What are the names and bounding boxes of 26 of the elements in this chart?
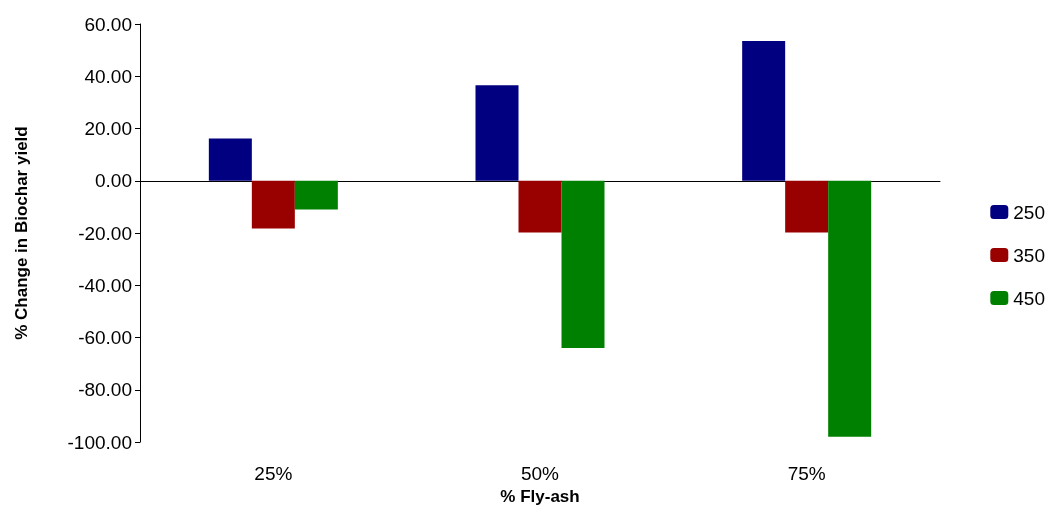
y-tick-label: -20.00 (78, 222, 132, 244)
y-tick-label: -80.00 (78, 379, 132, 401)
bar (742, 40, 786, 181)
bar (251, 180, 295, 229)
legend-label: 450 (1013, 287, 1045, 309)
x-axis-title: % Fly-ash (500, 487, 580, 506)
y-tick-label: -40.00 (78, 274, 132, 296)
bar (518, 180, 562, 233)
y-tick-label: -100.00 (67, 431, 132, 453)
y-tick-label: 20.00 (84, 118, 132, 140)
legend-label: 350 (1013, 244, 1045, 266)
x-tick-label: 25% (254, 463, 293, 485)
x-tick-label: 75% (787, 463, 826, 485)
y-tick-label: -60.00 (78, 327, 132, 349)
bar (294, 180, 338, 210)
x-tick-label: 50% (520, 463, 560, 485)
bar (828, 180, 872, 437)
bar (208, 138, 252, 181)
bar (785, 180, 829, 233)
y-axis-title: % Change in Biochar yield (12, 126, 31, 340)
bar (475, 85, 519, 181)
y-tick-label: 0.00 (95, 170, 132, 192)
y-tick-label: 60.00 (84, 13, 132, 35)
bar (561, 180, 605, 349)
legend-label: 250 (1013, 201, 1045, 223)
y-tick-label: 40.00 (84, 65, 132, 87)
